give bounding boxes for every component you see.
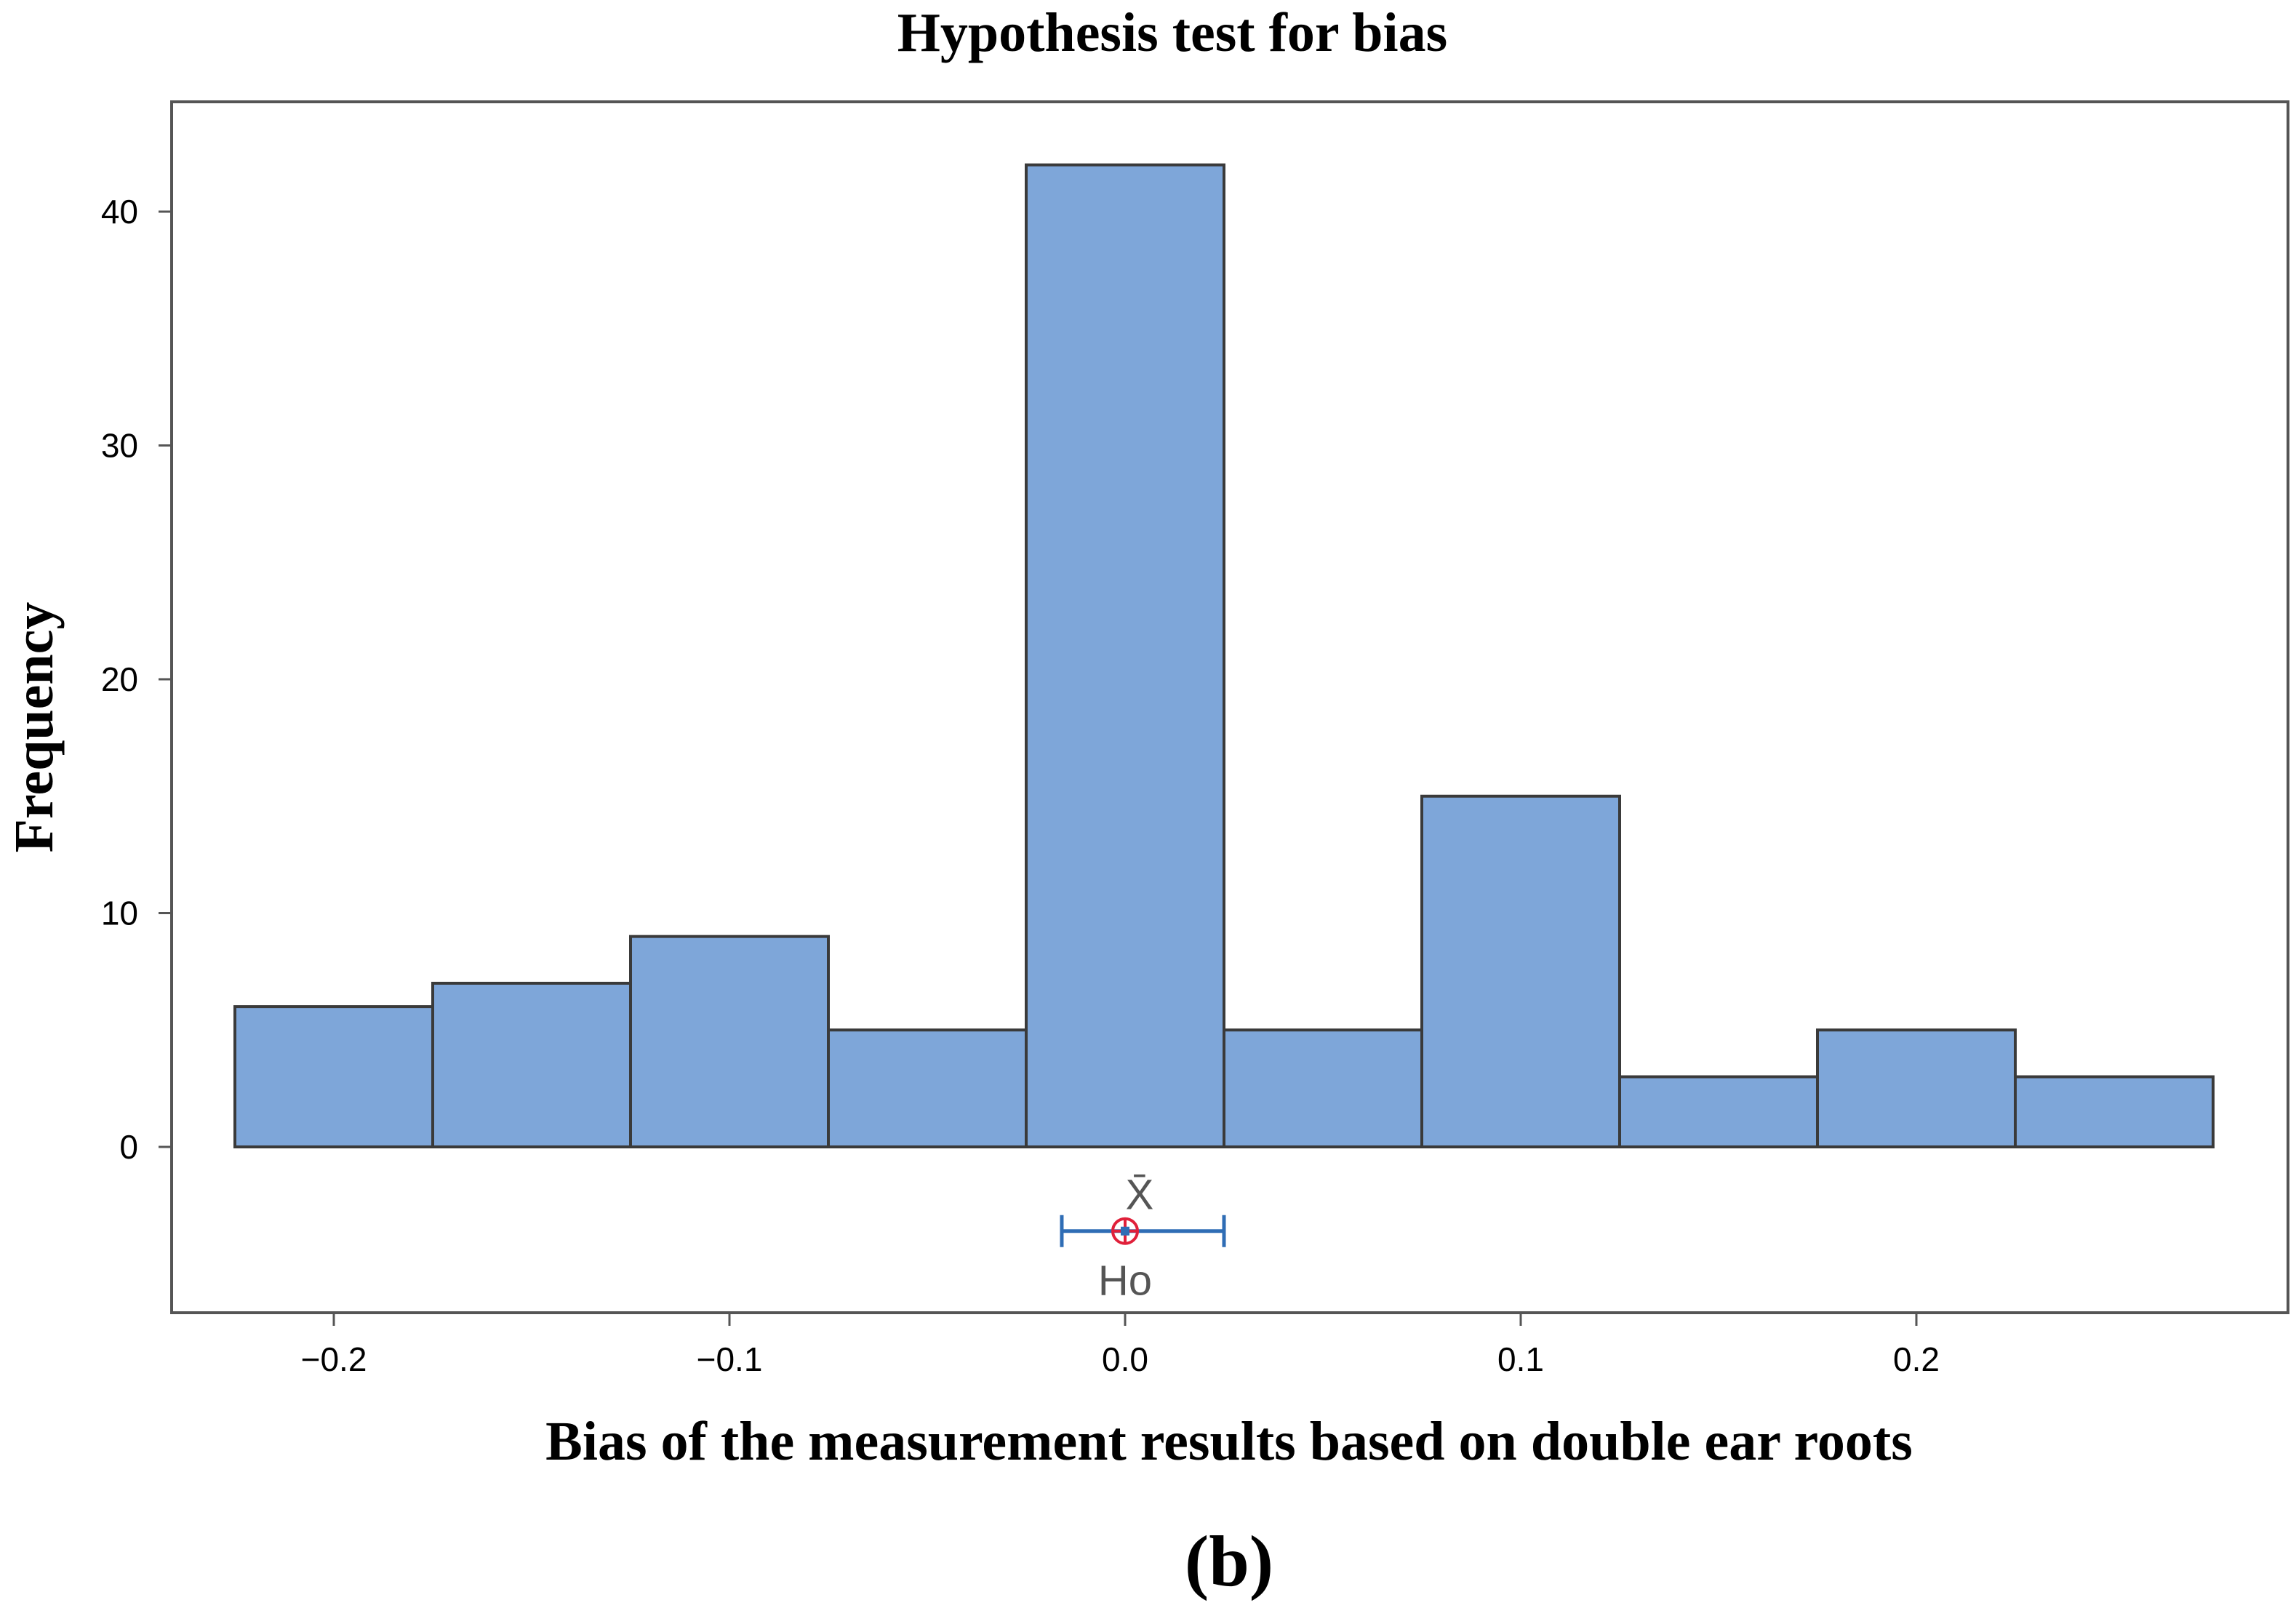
mean-confidence-interval: X̄ Ho — [1060, 1172, 1226, 1305]
y-tick-label: 0 — [119, 1128, 138, 1166]
y-tick-label: 30 — [101, 427, 138, 465]
histogram-bar — [431, 981, 632, 1148]
x-axis-label: Bias of the measurement results based on… — [545, 1411, 1913, 1472]
x-axis-ticks: −0.2 −0.1 0.0 0.1 0.2 — [301, 1313, 1940, 1378]
panel-label: (b) — [1185, 1521, 1273, 1601]
y-tick-label: 40 — [101, 193, 138, 231]
x-tick-label: 0.2 — [1893, 1340, 1940, 1378]
histogram-bar — [1025, 163, 1225, 1149]
histogram-bar — [827, 1028, 1028, 1148]
x-tick-label: 0.1 — [1497, 1340, 1544, 1378]
x-tick-label: −0.2 — [301, 1340, 367, 1378]
y-tick-label: 10 — [101, 895, 138, 932]
x-tick-label: −0.1 — [697, 1340, 763, 1378]
bars-group — [233, 163, 2215, 1149]
histogram-bar — [233, 1005, 434, 1148]
histogram-bar — [1618, 1075, 1819, 1149]
histogram-bar — [1223, 1028, 1423, 1148]
histogram-bar — [1816, 1028, 2017, 1148]
x-tick-label: 0.0 — [1102, 1340, 1148, 1378]
mean-label: X̄ — [1126, 1172, 1154, 1219]
y-axis-label: Frequency — [4, 602, 65, 853]
y-axis-ticks: 0 10 20 30 40 — [101, 193, 172, 1166]
histogram-bar — [629, 935, 830, 1149]
mean-marker — [1121, 1226, 1129, 1236]
y-tick-label: 20 — [101, 660, 138, 698]
chart-title: Hypothesis test for bias — [897, 2, 1448, 63]
plot-frame — [170, 100, 2289, 1314]
h0-label: Ho — [1098, 1257, 1152, 1305]
histogram-bar — [1420, 794, 1621, 1148]
histogram-bar — [2014, 1075, 2215, 1149]
